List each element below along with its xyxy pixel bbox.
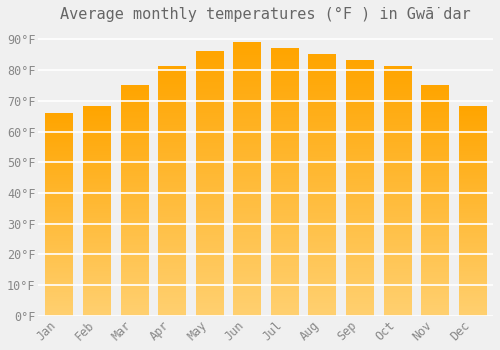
Title: Average monthly temperatures (°F ) in Gwā̇dar: Average monthly temperatures (°F ) in Gw… (60, 7, 471, 22)
